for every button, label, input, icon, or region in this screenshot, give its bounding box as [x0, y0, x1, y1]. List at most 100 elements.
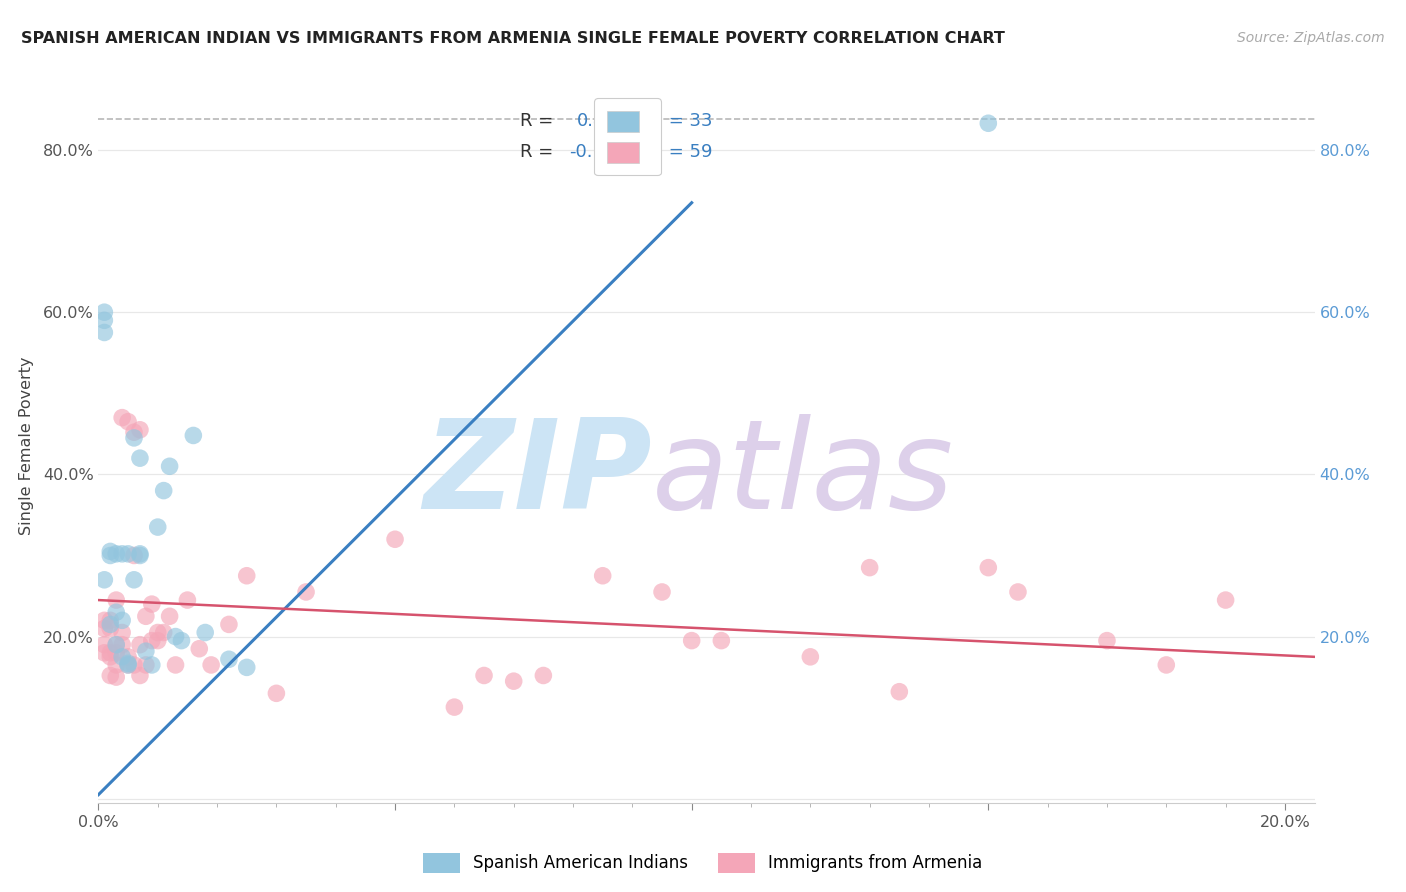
Text: N = 33: N = 33	[638, 112, 713, 130]
Point	[183, 428, 205, 442]
Point	[117, 657, 139, 671]
Point	[117, 415, 139, 429]
Point	[122, 573, 145, 587]
Point	[141, 633, 163, 648]
Point	[859, 560, 882, 574]
Point	[117, 547, 139, 561]
Point	[710, 633, 733, 648]
Point	[502, 674, 524, 689]
Point	[135, 657, 157, 672]
Point	[889, 684, 911, 698]
Point	[200, 657, 222, 672]
Point	[98, 622, 121, 636]
Point	[235, 568, 257, 582]
Legend: , : ,	[595, 98, 661, 175]
Point	[135, 609, 157, 624]
Point	[111, 649, 134, 664]
Point	[152, 625, 174, 640]
Point	[159, 609, 181, 624]
Point	[98, 549, 121, 563]
Point	[141, 657, 163, 672]
Point	[111, 625, 134, 640]
Point	[98, 646, 121, 660]
Point	[129, 549, 152, 563]
Point	[111, 638, 134, 652]
Point	[159, 459, 181, 474]
Point	[93, 305, 115, 319]
Point	[146, 625, 169, 640]
Point	[651, 585, 673, 599]
Point	[93, 573, 115, 587]
Point	[152, 483, 174, 498]
Text: R =: R =	[520, 144, 560, 161]
Point	[117, 649, 139, 664]
Point	[218, 652, 240, 666]
Point	[117, 657, 139, 672]
Point	[105, 638, 128, 652]
Point	[235, 660, 257, 674]
Point	[1007, 585, 1029, 599]
Point	[129, 547, 152, 561]
Point	[111, 547, 134, 561]
Text: 0.437: 0.437	[576, 112, 628, 130]
Text: ZIP: ZIP	[423, 414, 652, 535]
Point	[122, 549, 145, 563]
Point	[384, 533, 406, 547]
Point	[98, 649, 121, 664]
Point	[681, 633, 703, 648]
Point	[105, 547, 128, 561]
Point	[146, 633, 169, 648]
Point	[122, 425, 145, 440]
Point	[93, 326, 115, 340]
Point	[98, 617, 121, 632]
Point	[165, 657, 187, 672]
Point	[1156, 657, 1178, 672]
Point	[98, 544, 121, 558]
Text: R =: R =	[520, 112, 565, 130]
Point	[176, 593, 198, 607]
Point	[105, 638, 128, 652]
Point	[105, 593, 128, 607]
Point	[122, 657, 145, 672]
Legend: Spanish American Indians, Immigrants from Armenia: Spanish American Indians, Immigrants fro…	[416, 847, 990, 880]
Point	[531, 668, 554, 682]
Point	[105, 670, 128, 684]
Point	[105, 646, 128, 660]
Point	[266, 686, 288, 700]
Point	[129, 423, 152, 437]
Point	[105, 657, 128, 672]
Point	[93, 313, 115, 327]
Text: N = 59: N = 59	[638, 144, 713, 161]
Text: Source: ZipAtlas.com: Source: ZipAtlas.com	[1237, 31, 1385, 45]
Point	[129, 451, 152, 466]
Text: atlas: atlas	[652, 414, 953, 535]
Point	[170, 633, 193, 648]
Text: SPANISH AMERICAN INDIAN VS IMMIGRANTS FROM ARMENIA SINGLE FEMALE POVERTY CORRELA: SPANISH AMERICAN INDIAN VS IMMIGRANTS FR…	[21, 31, 1005, 46]
Y-axis label: Single Female Poverty: Single Female Poverty	[20, 357, 34, 535]
Point	[194, 625, 217, 640]
Point	[98, 613, 121, 627]
Point	[218, 617, 240, 632]
Point	[93, 613, 115, 627]
Point	[129, 638, 152, 652]
Point	[117, 657, 139, 672]
Point	[1215, 593, 1237, 607]
Point	[93, 638, 115, 652]
Point	[165, 630, 187, 644]
Point	[295, 585, 318, 599]
Point	[105, 605, 128, 619]
Point	[93, 646, 115, 660]
Point	[141, 597, 163, 611]
Point	[135, 644, 157, 658]
Text: -0.103: -0.103	[569, 144, 627, 161]
Point	[472, 668, 495, 682]
Point	[592, 568, 614, 582]
Point	[98, 668, 121, 682]
Point	[1095, 633, 1118, 648]
Point	[93, 622, 115, 636]
Point	[799, 649, 821, 664]
Point	[443, 700, 465, 714]
Point	[977, 116, 1000, 130]
Point	[129, 668, 152, 682]
Point	[977, 560, 1000, 574]
